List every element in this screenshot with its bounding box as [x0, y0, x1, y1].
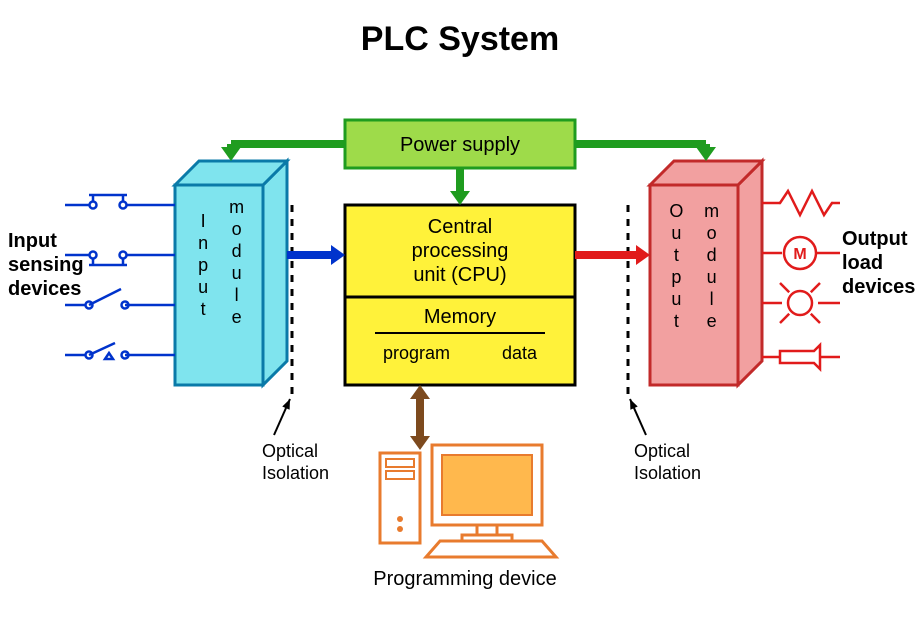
svg-text:Central: Central	[428, 216, 492, 238]
svg-text:m: m	[229, 197, 244, 217]
svg-text:l: l	[710, 289, 714, 309]
svg-text:u: u	[198, 277, 208, 297]
svg-text:e: e	[232, 307, 242, 327]
svg-text:m: m	[704, 201, 719, 221]
svg-text:data: data	[502, 343, 538, 363]
svg-text:load: load	[842, 252, 883, 274]
svg-text:u: u	[707, 267, 717, 287]
svg-text:Memory: Memory	[424, 306, 496, 328]
svg-text:Isolation: Isolation	[634, 463, 701, 483]
svg-text:u: u	[671, 289, 681, 309]
svg-text:M: M	[793, 246, 806, 263]
svg-text:u: u	[232, 263, 242, 283]
svg-text:Input: Input	[8, 230, 57, 252]
svg-text:u: u	[671, 223, 681, 243]
svg-text:Isolation: Isolation	[262, 463, 329, 483]
svg-text:devices: devices	[8, 278, 81, 300]
svg-text:Power supply: Power supply	[400, 134, 520, 156]
svg-text:sensing: sensing	[8, 254, 84, 276]
svg-text:t: t	[674, 311, 679, 331]
plc-diagram: Power supply Centralprocessingunit (CPU) M…	[0, 0, 920, 621]
svg-text:devices: devices	[842, 276, 915, 298]
svg-text:Programming device: Programming device	[373, 568, 556, 590]
svg-text:l: l	[235, 285, 239, 305]
svg-text:Output: Output	[842, 228, 908, 250]
svg-text:Optical: Optical	[634, 441, 690, 461]
svg-text:processing: processing	[412, 240, 509, 262]
svg-text:n: n	[198, 233, 208, 253]
svg-text:O: O	[669, 201, 683, 221]
svg-text:t: t	[201, 299, 206, 319]
svg-text:Optical: Optical	[262, 441, 318, 461]
svg-text:o: o	[232, 219, 242, 239]
svg-text:p: p	[671, 267, 681, 287]
svg-text:unit (CPU): unit (CPU)	[413, 264, 506, 286]
svg-text:t: t	[674, 245, 679, 265]
svg-text:d: d	[707, 245, 717, 265]
svg-text:program: program	[383, 343, 450, 363]
svg-text:o: o	[707, 223, 717, 243]
svg-text:d: d	[232, 241, 242, 261]
svg-text:I: I	[201, 211, 206, 231]
svg-text:p: p	[198, 255, 208, 275]
svg-text:e: e	[707, 311, 717, 331]
